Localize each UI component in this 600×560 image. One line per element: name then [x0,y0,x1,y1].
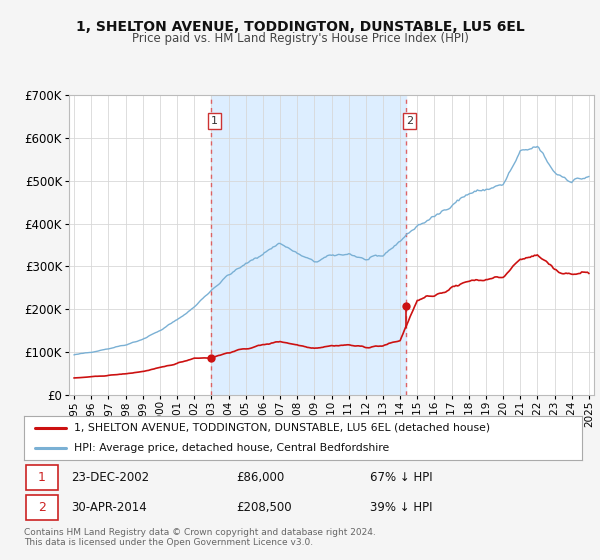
FancyBboxPatch shape [26,496,58,520]
Bar [211,95,406,395]
FancyBboxPatch shape [26,465,58,490]
Text: HPI: Average price, detached house, Central Bedfordshire: HPI: Average price, detached house, Cent… [74,443,389,453]
Text: 2: 2 [38,501,46,515]
Text: 23-DEC-2002: 23-DEC-2002 [71,471,149,484]
Text: 2: 2 [406,116,413,126]
Text: 67% ↓ HPI: 67% ↓ HPI [370,471,433,484]
Text: £86,000: £86,000 [236,471,284,484]
Text: £208,500: £208,500 [236,501,292,515]
Text: Price paid vs. HM Land Registry's House Price Index (HPI): Price paid vs. HM Land Registry's House … [131,32,469,45]
Text: 1: 1 [38,471,46,484]
Text: 39% ↓ HPI: 39% ↓ HPI [370,501,433,515]
Text: Contains HM Land Registry data © Crown copyright and database right 2024.
This d: Contains HM Land Registry data © Crown c… [24,528,376,547]
Text: 1, SHELTON AVENUE, TODDINGTON, DUNSTABLE, LU5 6EL: 1, SHELTON AVENUE, TODDINGTON, DUNSTABLE… [76,20,524,34]
Text: 30-APR-2014: 30-APR-2014 [71,501,147,515]
Text: 1, SHELTON AVENUE, TODDINGTON, DUNSTABLE, LU5 6EL (detached house): 1, SHELTON AVENUE, TODDINGTON, DUNSTABLE… [74,423,490,433]
Text: 1: 1 [211,116,218,126]
